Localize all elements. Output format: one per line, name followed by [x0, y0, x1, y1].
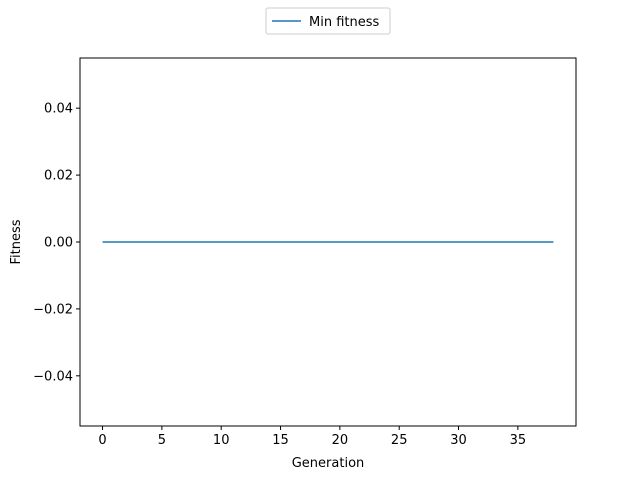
y-axis: −0.04 −0.02 0.00 0.02 0.04 [33, 102, 80, 384]
data-point [102, 241, 104, 243]
data-point [339, 241, 341, 243]
x-axis-label: Generation [292, 456, 365, 471]
data-point [268, 241, 270, 243]
data-point [244, 241, 246, 243]
y-tick-label: −0.04 [33, 369, 73, 384]
series-layer [102, 241, 555, 243]
data-point [481, 241, 483, 243]
x-tick-label: 0 [98, 433, 106, 448]
data-point [185, 241, 187, 243]
data-point [280, 241, 282, 243]
data-point [422, 241, 424, 243]
data-point [446, 241, 448, 243]
data-point [125, 241, 127, 243]
x-tick-label: 10 [213, 433, 230, 448]
x-tick-label: 5 [158, 433, 166, 448]
data-point [197, 241, 199, 243]
data-point [173, 241, 175, 243]
data-point [553, 241, 555, 243]
data-point [256, 241, 258, 243]
x-tick-label: 20 [332, 433, 349, 448]
data-point [541, 241, 543, 243]
data-point [220, 241, 222, 243]
data-point [137, 241, 139, 243]
legend-label-min-fitness: Min fitness [309, 15, 379, 30]
x-tick-label: 35 [510, 433, 527, 448]
data-point [149, 241, 151, 243]
y-tick-label: 0.04 [44, 102, 73, 117]
y-tick-label: −0.02 [33, 302, 73, 317]
data-point [387, 241, 389, 243]
data-point [375, 241, 377, 243]
y-tick-label: 0.02 [44, 169, 73, 184]
data-point [363, 241, 365, 243]
data-point [470, 241, 472, 243]
data-point [315, 241, 317, 243]
data-point [161, 241, 163, 243]
plot-area [79, 57, 577, 427]
y-axis-label: Fitness [9, 219, 24, 264]
data-point [398, 241, 400, 243]
y-tick-label: 0.00 [44, 236, 73, 251]
data-point [292, 241, 294, 243]
x-axis: 0 5 10 15 20 25 30 35 [98, 426, 526, 448]
data-point [209, 241, 211, 243]
data-point [529, 241, 531, 243]
data-point [434, 241, 436, 243]
data-point [327, 241, 329, 243]
data-point [232, 241, 234, 243]
x-tick-label: 30 [450, 433, 467, 448]
data-point [517, 241, 519, 243]
x-tick-label: 25 [391, 433, 408, 448]
x-tick-label: 15 [272, 433, 289, 448]
legend-frame [265, 7, 391, 35]
data-point [493, 241, 495, 243]
legend: Min fitness [265, 7, 391, 35]
data-point [114, 241, 116, 243]
data-point [410, 241, 412, 243]
data-point [458, 241, 460, 243]
data-point [505, 241, 507, 243]
data-point [303, 241, 305, 243]
data-point [351, 241, 353, 243]
